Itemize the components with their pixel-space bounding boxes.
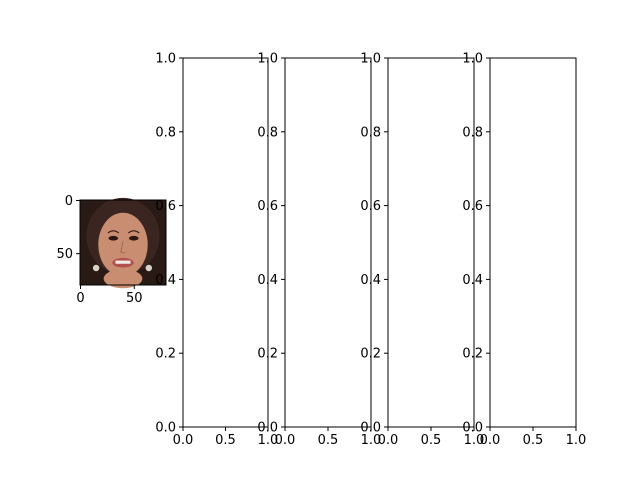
axes-frame [79,199,167,286]
y-tick-label: 0.8 [360,125,381,140]
x-tick-label: 0.0 [173,433,194,448]
x-tick-label: 50 [126,291,143,306]
axes-frame [284,57,372,428]
left-eye [108,235,119,241]
left-earring [92,264,100,272]
y-tick-label: 0.0 [155,421,176,436]
x-tick-label: 1.0 [566,433,587,448]
x-tick-label: 1.0 [258,433,279,448]
y-tick-label: 0.4 [462,273,483,288]
axes-2: 0.0 0.5 1.00.00.20.40.60.81.0 [155,52,278,449]
y-tick-label: 0.4 [360,273,381,288]
y-tick-label: 0.8 [462,125,483,140]
axes-3: 0.0 0.5 1.00.00.20.40.60.81.0 [257,52,381,449]
y-tick-label: 0.2 [257,347,278,362]
y-tick-label: 0.4 [155,273,176,288]
y-tick-label: 0.2 [155,347,176,362]
x-tick-label: 0.5 [523,433,544,448]
y-tick-label: 1.0 [360,52,381,67]
y-tick-label: 0.6 [155,199,176,214]
y-tick-label: 0.6 [257,199,278,214]
right-eye [128,235,139,241]
y-tick-label: 0.0 [462,421,483,436]
face-photo-icon [80,197,166,289]
x-tick-label: 0.5 [318,433,339,448]
y-tick-label: 0.2 [462,347,483,362]
y-tick-label: 0.6 [360,199,381,214]
nose [120,241,126,254]
axes-frame [182,57,269,428]
x-tick-label: 0.0 [378,433,399,448]
axes-frame [489,57,577,428]
y-tick-label: 0.2 [360,347,381,362]
axes-4: 0.0 0.5 1.00.00.20.40.60.81.0 [360,52,484,449]
face [98,212,148,277]
axes-1: 0 50 0 50 [56,194,167,306]
x-tick-label: 0.0 [480,433,501,448]
x-tick-label: 1.0 [361,433,382,448]
y-tick-label: 1.0 [462,52,483,67]
x-tick-label: 0.0 [275,433,296,448]
axes-frame [387,57,475,428]
y-tick-label: 0.6 [462,199,483,214]
neck [103,269,143,289]
right-brow [128,230,140,234]
left-brow [107,230,120,234]
y-tick-label: 0.0 [360,421,381,436]
y-tick-label: 0.8 [257,125,278,140]
y-tick-label: 50 [56,247,73,262]
right-earring [145,264,153,272]
x-tick-label: 0.5 [421,433,442,448]
y-tick-label: 1.0 [155,52,176,67]
y-tick-label: 0.8 [155,125,176,140]
axes-5: 0.0 0.5 1.00.00.20.40.60.81.0 [462,52,586,449]
y-tick-label: 0.4 [257,273,278,288]
y-tick-label: 1.0 [257,52,278,67]
teeth [115,260,131,264]
x-tick-label: 0 [76,291,84,306]
y-tick-label: 0.0 [257,421,278,436]
x-tick-label: 1.0 [464,433,485,448]
y-tick-label: 0 [65,194,73,209]
x-tick-label: 0.5 [215,433,236,448]
